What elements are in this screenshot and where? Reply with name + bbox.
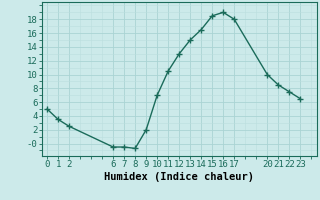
X-axis label: Humidex (Indice chaleur): Humidex (Indice chaleur) (104, 172, 254, 182)
